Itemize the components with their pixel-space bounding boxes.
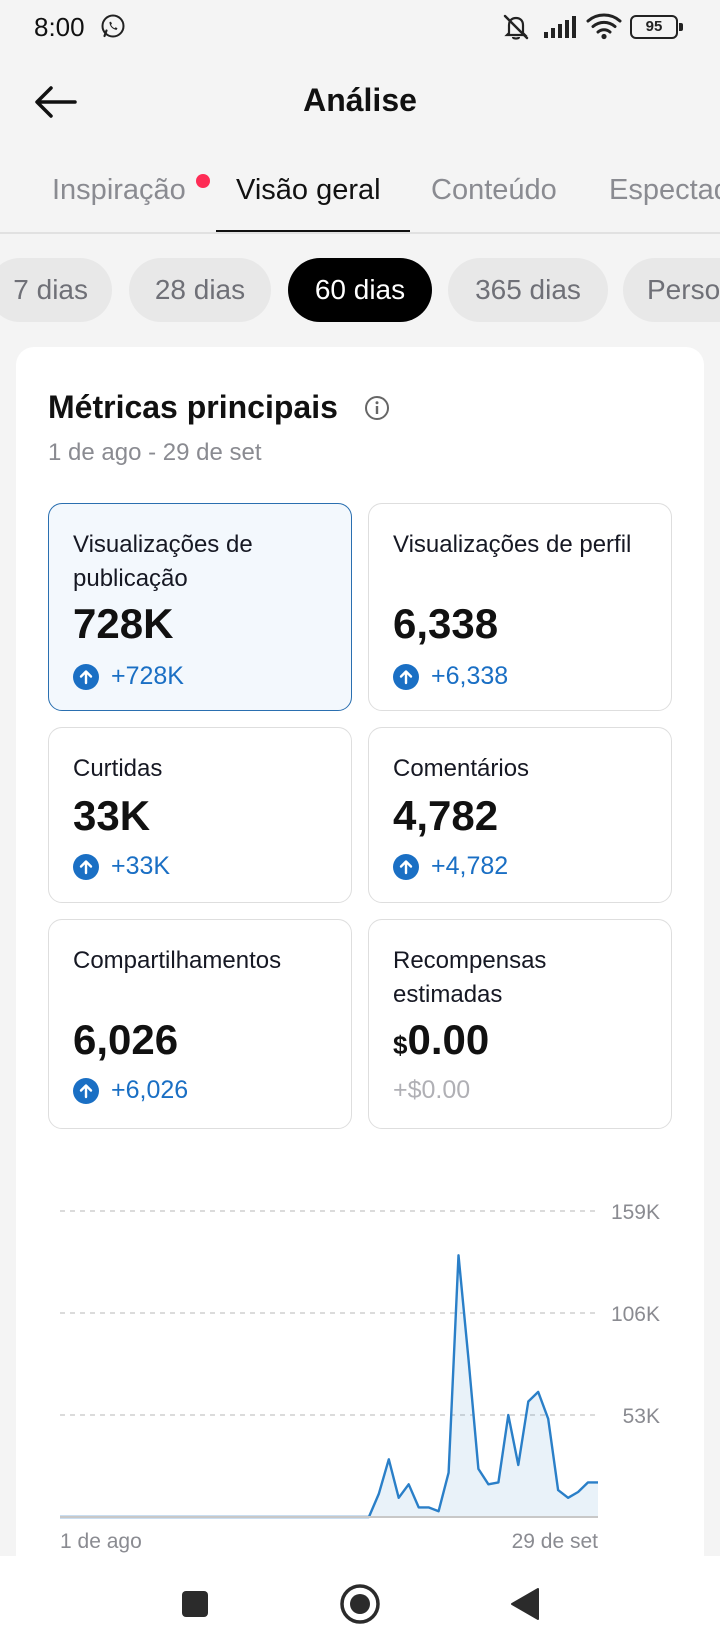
status-time: 8:00 <box>34 12 85 42</box>
metric-change-value: +4,782 <box>431 852 509 880</box>
period-chip-365-dias[interactable]: 365 dias <box>448 258 608 322</box>
metric-change-value: +33K <box>111 852 171 880</box>
recent-apps-button[interactable] <box>167 1576 223 1632</box>
metric-label: Curtidas <box>73 755 163 782</box>
metric-label: Recompensas estimadas <box>393 947 547 1008</box>
whatsapp-icon <box>101 14 125 38</box>
home-button[interactable] <box>332 1576 388 1632</box>
metric-change-value: +6,338 <box>431 662 509 690</box>
active-tab-indicator <box>216 230 410 232</box>
section-title: Métricas principais <box>48 389 338 425</box>
tab-visao-geral[interactable]: Visão geral <box>236 174 381 206</box>
arrow-left-icon <box>35 86 77 118</box>
metric-card-profile-views[interactable]: Visualizações de perfil 6,338 +6,338 <box>368 503 672 711</box>
status-bar: 8:00 95 <box>0 0 720 56</box>
back-button[interactable] <box>30 78 82 126</box>
key-metrics-card: Métricas principais 1 de ago - 29 de set… <box>16 347 704 1650</box>
signal-icon <box>544 16 576 38</box>
period-chip-personalizado[interactable]: Personalizado <box>623 258 720 322</box>
metric-value: $0.00 <box>393 1016 489 1064</box>
circle-home-icon <box>340 1584 380 1624</box>
period-chip-60-dias[interactable]: 60 dias <box>288 258 432 322</box>
metric-change-value: +6,026 <box>111 1076 189 1104</box>
metric-change: +33K <box>73 852 170 881</box>
metric-change: +$0.00 <box>393 1076 470 1105</box>
tab-conteudo[interactable]: Conteúdo <box>431 174 557 206</box>
arrow-up-icon <box>73 853 99 880</box>
tab-bar: Inspiração Visão geral Conteúdo Espectad… <box>0 160 720 234</box>
square-icon <box>182 1591 208 1617</box>
metric-change: +4,782 <box>393 852 508 881</box>
battery-indicator: 95 <box>630 15 683 39</box>
metric-card-shares[interactable]: Compartilhamentos 6,026 +6,026 <box>48 919 352 1129</box>
mute-icon <box>503 14 529 40</box>
metric-card-estimated-rewards[interactable]: Recompensas estimadas $0.00 +$0.00 <box>368 919 672 1129</box>
metric-value: 6,338 <box>393 600 499 647</box>
metric-change: +728K <box>73 662 184 691</box>
currency-symbol: $ <box>393 1030 408 1060</box>
notification-dot <box>196 174 210 188</box>
period-chip-7-dias[interactable]: 7 dias <box>0 258 112 322</box>
arrow-up-icon <box>73 663 99 690</box>
metric-card-post-views[interactable]: Visualizações de publicação 728K +728K <box>48 503 352 711</box>
metric-value: 33K <box>73 792 151 839</box>
tab-espectadores[interactable]: Espectadores <box>609 174 720 206</box>
arrow-up-icon <box>393 663 419 690</box>
system-nav-bar <box>0 1556 720 1650</box>
metric-label: Visualizações de perfil <box>393 531 632 558</box>
metric-card-comments[interactable]: Comentários 4,782 +4,782 <box>368 727 672 903</box>
triangle-back-icon <box>511 1588 539 1620</box>
metric-label: Compartilhamentos <box>73 947 282 974</box>
metric-change-value: +$0.00 <box>393 1076 471 1104</box>
metric-value: 4,782 <box>393 792 499 839</box>
metric-change: +6,026 <box>73 1076 188 1105</box>
metric-value-number: 0.00 <box>407 1016 490 1063</box>
arrow-up-icon <box>393 853 419 880</box>
period-selector: 7 dias 28 dias 60 dias 365 dias Personal… <box>0 258 720 324</box>
metric-label: Comentários <box>393 755 530 782</box>
info-icon[interactable] <box>364 395 390 421</box>
tab-inspiracao[interactable]: Inspiração <box>52 174 186 206</box>
metric-value: 6,026 <box>73 1016 179 1063</box>
page-title: Análise <box>303 82 417 118</box>
wifi-icon <box>586 13 622 40</box>
metric-value: 728K <box>73 600 174 647</box>
metric-change: +6,338 <box>393 662 508 691</box>
system-back-button[interactable] <box>497 1576 553 1632</box>
metric-card-likes[interactable]: Curtidas 33K +33K <box>48 727 352 903</box>
date-range: 1 de ago - 29 de set <box>48 439 262 466</box>
metric-label: Visualizações de publicação <box>73 531 253 592</box>
arrow-up-icon <box>73 1077 99 1104</box>
metric-change-value: +728K <box>111 662 184 690</box>
period-chip-28-dias[interactable]: 28 dias <box>129 258 271 322</box>
